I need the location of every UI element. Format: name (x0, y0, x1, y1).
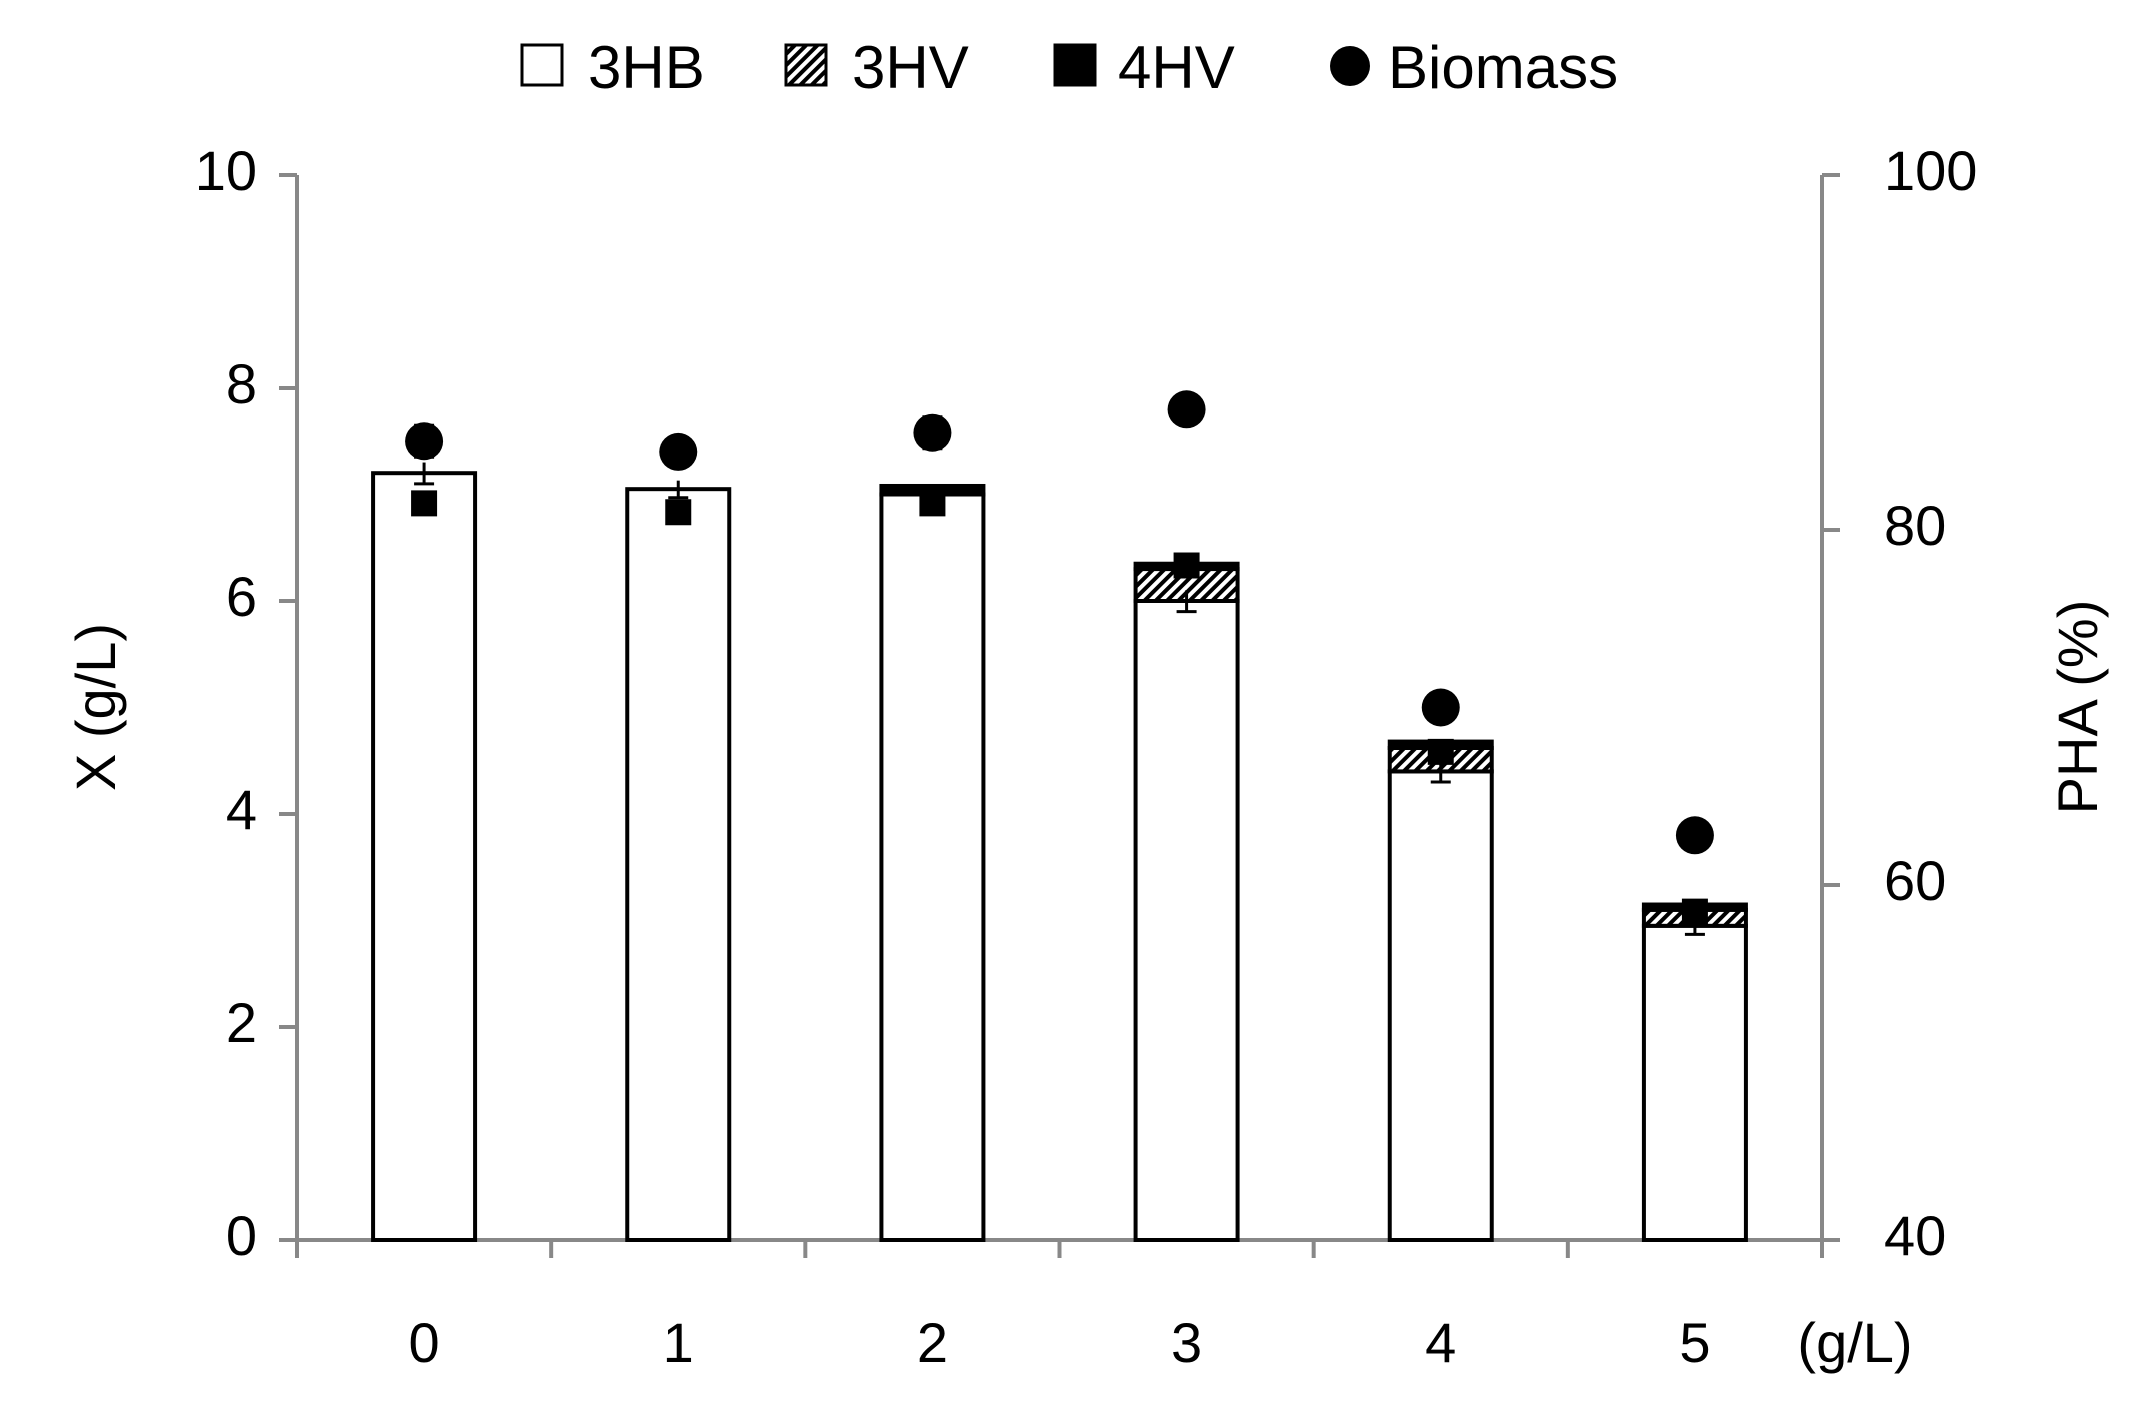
x-ticks: 0 1 2 3 4 5 (295, 1240, 1824, 1374)
legend-swatch-4hv (1053, 43, 1097, 87)
left-y-ticks: 0 2 4 6 8 10 (195, 139, 297, 1267)
pha-marker-5 (1681, 898, 1708, 925)
x-tick-label: 3 (1171, 1311, 1202, 1374)
legend-label-biomass: Biomass (1388, 34, 1618, 101)
bar-3hb-0 (371, 471, 478, 1242)
left-y-tick-label: 4 (226, 778, 257, 841)
right-y-tick-label: 80 (1884, 494, 1946, 557)
bar-3hb-1 (625, 487, 732, 1242)
x-tick-label: 5 (1679, 1311, 1710, 1374)
x-tick-label: 0 (409, 1311, 440, 1374)
bar-3hb-3 (1133, 599, 1240, 1242)
pha-marker-4 (1427, 738, 1454, 765)
pha-marker-1 (665, 499, 692, 526)
x-axis-unit-label: (g/L) (1797, 1311, 1912, 1374)
markers (405, 390, 1714, 925)
legend-marker-biomass (1330, 46, 1370, 86)
legend: 3HB 3HV 4HV Biomass (520, 34, 1618, 101)
legend-label-3hb: 3HB (588, 34, 705, 101)
biomass-marker-3 (1167, 390, 1206, 429)
axes: 0 2 4 6 8 10 40 60 80 100 0 1 2 3 4 5 (195, 139, 1978, 1374)
left-y-axis-title: X (g/L) (64, 623, 127, 791)
biomass-marker-5 (1675, 816, 1714, 855)
biomass-marker-4 (1421, 688, 1460, 727)
left-y-tick-label: 8 (226, 352, 257, 415)
biomass-marker-0 (405, 422, 444, 461)
right-y-axis-title: PHA (%) (2046, 600, 2109, 815)
left-y-tick-label: 6 (226, 565, 257, 628)
legend-swatch-3hb (520, 43, 564, 87)
pha-marker-3 (1173, 552, 1200, 579)
left-y-tick-label: 2 (226, 991, 257, 1054)
bar-3hb-5 (1641, 923, 1748, 1242)
pha-marker-0 (411, 490, 438, 517)
pha-marker-2 (919, 490, 946, 517)
bar-3hb-2 (879, 492, 986, 1242)
x-tick-label: 4 (1425, 1311, 1456, 1374)
right-y-tick-label: 100 (1884, 139, 1977, 202)
biomass-marker-2 (913, 413, 952, 452)
left-y-tick-label: 0 (226, 1204, 257, 1267)
legend-swatch-3hv (784, 43, 828, 87)
x-tick-label: 1 (663, 1311, 694, 1374)
legend-label-4hv: 4HV (1118, 34, 1235, 101)
left-y-tick-label: 10 (195, 139, 257, 202)
right-y-ticks: 40 60 80 100 (1822, 139, 1977, 1267)
x-tick-label: 2 (917, 1311, 948, 1374)
bars (371, 462, 1748, 1243)
biomass-marker-1 (659, 432, 698, 471)
right-y-tick-label: 60 (1884, 849, 1946, 912)
legend-label-3hv: 3HV (852, 34, 969, 101)
right-y-tick-label: 40 (1884, 1204, 1946, 1267)
bar-3hb-4 (1387, 769, 1494, 1243)
